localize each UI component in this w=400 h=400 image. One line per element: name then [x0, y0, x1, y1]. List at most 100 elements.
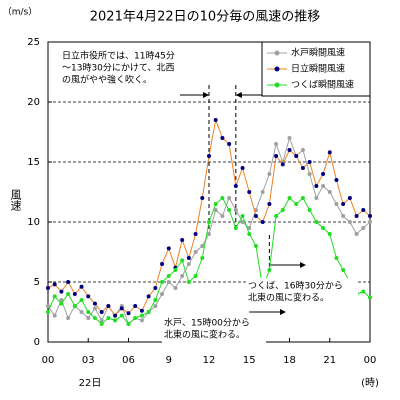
data-point	[186, 280, 191, 284]
data-point	[146, 310, 151, 314]
data-point	[86, 294, 91, 299]
data-point	[233, 184, 238, 188]
data-point	[240, 220, 245, 224]
data-point	[99, 322, 104, 326]
data-point	[247, 190, 252, 194]
data-point	[153, 298, 158, 302]
data-point	[126, 311, 131, 316]
data-point	[66, 280, 71, 284]
data-point	[267, 172, 272, 176]
data-point	[79, 310, 84, 314]
data-point	[368, 214, 372, 218]
x-tick-label: 00	[364, 355, 377, 366]
x-tick-label: 00	[42, 355, 55, 366]
x-tick-label: 21	[323, 355, 336, 366]
annotation-text: ～13時30分にかけて、北西	[62, 63, 174, 74]
data-point	[274, 154, 279, 158]
data-point	[294, 202, 299, 206]
annotation-text: 日立市役所では、11時45分	[62, 50, 175, 62]
data-point	[72, 292, 77, 296]
data-point	[274, 142, 279, 146]
data-point	[327, 150, 332, 155]
data-point	[207, 220, 211, 224]
data-point	[79, 298, 84, 302]
y-tick-label: 15	[27, 157, 40, 168]
data-point	[160, 280, 165, 284]
data-point	[267, 268, 272, 272]
data-point	[160, 262, 165, 266]
data-point	[260, 220, 265, 224]
data-point	[334, 256, 339, 260]
data-point	[227, 208, 232, 212]
data-point	[160, 292, 165, 296]
data-point	[341, 214, 346, 218]
data-point	[99, 310, 104, 314]
data-point	[220, 136, 225, 140]
legend-marker	[274, 66, 280, 72]
data-point	[86, 316, 91, 320]
data-point	[200, 244, 205, 248]
x-tick-label: 03	[82, 355, 95, 366]
x-unit: (時)	[361, 377, 379, 389]
data-point	[139, 313, 144, 318]
data-point	[341, 268, 346, 272]
data-point	[46, 310, 50, 314]
data-point	[253, 214, 258, 218]
data-point	[314, 220, 319, 224]
data-point	[368, 295, 372, 300]
data-point	[300, 148, 305, 152]
data-point	[240, 214, 245, 218]
annotation-text: の風がやや強く吹く。	[62, 74, 152, 86]
data-point	[59, 301, 64, 306]
data-point	[52, 282, 57, 287]
data-point	[334, 178, 339, 182]
x-tick-label: 9	[166, 355, 172, 366]
data-point	[46, 286, 50, 290]
data-point	[233, 226, 238, 230]
data-point	[267, 202, 272, 206]
data-point	[274, 214, 279, 218]
data-point	[59, 298, 64, 302]
data-point	[99, 318, 104, 323]
data-point	[153, 286, 158, 290]
data-point	[79, 284, 84, 289]
data-point	[106, 316, 111, 320]
data-point	[66, 292, 71, 296]
data-point	[139, 318, 144, 323]
x-tick-label: 15	[243, 355, 256, 366]
annotation-text: つくば、16時30分から	[248, 281, 343, 292]
x-tick-label: 06	[122, 355, 135, 366]
data-point	[92, 306, 97, 311]
data-point	[86, 310, 91, 314]
data-point	[193, 274, 198, 278]
data-point	[334, 202, 339, 206]
data-point	[354, 232, 359, 236]
data-point	[59, 289, 64, 294]
data-point	[92, 301, 97, 306]
data-point	[72, 304, 77, 308]
data-point	[213, 208, 218, 212]
data-point	[52, 313, 57, 318]
data-point	[66, 316, 71, 320]
data-point	[307, 160, 312, 164]
annotation-box	[60, 48, 182, 88]
data-point	[180, 274, 185, 278]
data-point	[106, 304, 111, 308]
data-point	[207, 232, 211, 236]
data-point	[233, 208, 238, 212]
annotation-text: 水戸、15時00分から	[164, 317, 250, 329]
data-point	[294, 154, 299, 158]
x-date-label: 22日	[79, 378, 102, 389]
data-point	[287, 136, 292, 140]
data-point	[280, 208, 285, 212]
data-point	[153, 304, 158, 308]
data-point	[341, 202, 346, 206]
data-point	[253, 244, 258, 248]
annotation-box	[246, 278, 358, 306]
y-axis-label: 風速	[9, 189, 22, 211]
legend-label: 水戸瞬間風速	[291, 47, 345, 59]
data-point	[113, 318, 118, 323]
annotation-text: 北東の風に変わる。	[248, 292, 329, 304]
data-point	[200, 256, 205, 260]
